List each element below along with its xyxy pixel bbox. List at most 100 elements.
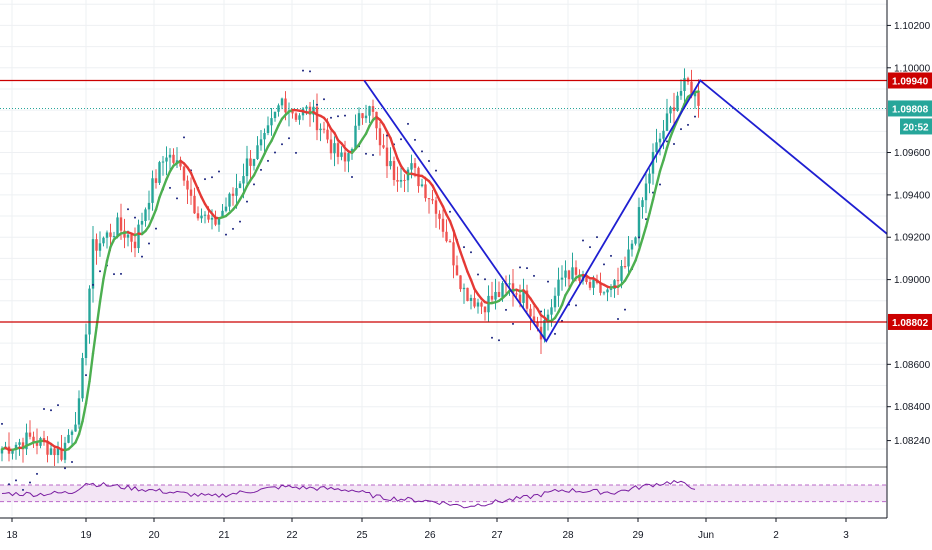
candle-body: [95, 239, 98, 251]
candle-body: [21, 442, 25, 450]
candle-body: [182, 166, 186, 181]
candle-body: [224, 206, 228, 211]
candle-body: [319, 128, 322, 131]
candle-body: [445, 231, 448, 242]
candle-body: [336, 143, 340, 157]
ma-segment: [277, 117, 284, 127]
candle-body: [277, 105, 280, 112]
candle-body: [665, 113, 669, 131]
candle-body: [375, 111, 378, 129]
candle-body: [91, 239, 95, 289]
psar-dot: [519, 266, 521, 269]
psar-dot: [610, 254, 612, 257]
candle-body: [648, 173, 651, 184]
candle-body: [200, 215, 203, 219]
pattern-lines[interactable]: [363, 79, 932, 343]
candle-body: [322, 128, 326, 130]
current-price-tag-bg: [888, 100, 932, 117]
grid: [0, 0, 887, 516]
candle-body: [522, 290, 525, 303]
candle-body: [497, 291, 501, 297]
ma-segment: [644, 212, 651, 229]
psar-dot: [561, 319, 563, 322]
ma-segment: [91, 326, 98, 355]
candle-body: [147, 202, 151, 210]
psar-dot: [267, 159, 269, 162]
pattern-zigzag[interactable]: [363, 79, 932, 343]
ma-segment: [641, 225, 648, 240]
candle-body: [550, 307, 553, 315]
candle-body: [361, 113, 364, 119]
ma-segment: [466, 270, 473, 282]
candle-body: [343, 152, 347, 162]
ma-segment: [326, 121, 333, 131]
candle-body: [564, 270, 567, 278]
psar-dot: [316, 103, 318, 106]
ma-segment: [462, 260, 469, 273]
psar-dot: [120, 272, 122, 275]
candle-body: [557, 279, 560, 296]
x-tick-label: 3: [843, 530, 849, 541]
candle-body: [455, 265, 459, 276]
psar-dot: [330, 116, 332, 119]
ma-segment: [102, 259, 109, 281]
ma-segment: [263, 145, 270, 156]
candle-body: [168, 154, 172, 158]
psar-dot: [288, 137, 290, 140]
psar-dot: [176, 197, 178, 200]
psar-dot: [400, 138, 402, 141]
candle-body: [578, 274, 581, 281]
ma-segment: [669, 126, 676, 139]
candle-body: [140, 220, 144, 225]
candle-body: [298, 115, 301, 120]
candle-body: [553, 295, 557, 308]
parabolic-sar: [1, 69, 696, 491]
psar-dot: [351, 176, 353, 179]
psar-dot: [246, 200, 248, 203]
psar-dot: [624, 308, 626, 311]
x-tick-label: 28: [562, 530, 574, 541]
candle-body: [476, 302, 480, 307]
candle-body: [294, 113, 298, 120]
candle-body: [165, 157, 168, 162]
x-tick-label: 22: [286, 530, 298, 541]
candle-body: [357, 113, 361, 126]
ma-segment: [434, 191, 441, 202]
ma-segment: [389, 136, 396, 150]
candle-body: [133, 241, 137, 249]
y-tick-label: 1.09200: [894, 233, 931, 244]
psar-dot: [281, 143, 283, 146]
candle-body: [98, 243, 102, 251]
candle-body: [623, 266, 627, 268]
psar-dot: [414, 138, 416, 141]
price-levels: [0, 79, 887, 323]
candle-body: [179, 160, 182, 167]
psar-dot: [680, 128, 682, 131]
candle-body: [592, 279, 595, 288]
psar-dot: [309, 70, 311, 73]
candle-body: [308, 106, 312, 115]
candle-body: [249, 158, 252, 166]
psar-dot: [211, 176, 213, 179]
candle-body: [469, 297, 473, 302]
ma-segment: [655, 169, 662, 187]
ma-segment: [77, 420, 84, 436]
candle-body: [158, 162, 161, 183]
candle-body: [385, 147, 389, 167]
psar-dot: [225, 233, 227, 236]
x-tick-label: 25: [356, 530, 368, 541]
ma-segment: [445, 213, 452, 223]
candle-body: [371, 106, 375, 112]
candle-body: [172, 154, 175, 163]
psar-dot: [127, 208, 129, 211]
psar-dot: [666, 140, 668, 143]
psar-dot: [8, 483, 10, 486]
candle-body: [560, 277, 564, 280]
psar-dot: [477, 273, 479, 276]
psar-dot: [218, 170, 220, 173]
candle-body: [46, 442, 49, 455]
ma-segment: [536, 307, 543, 317]
